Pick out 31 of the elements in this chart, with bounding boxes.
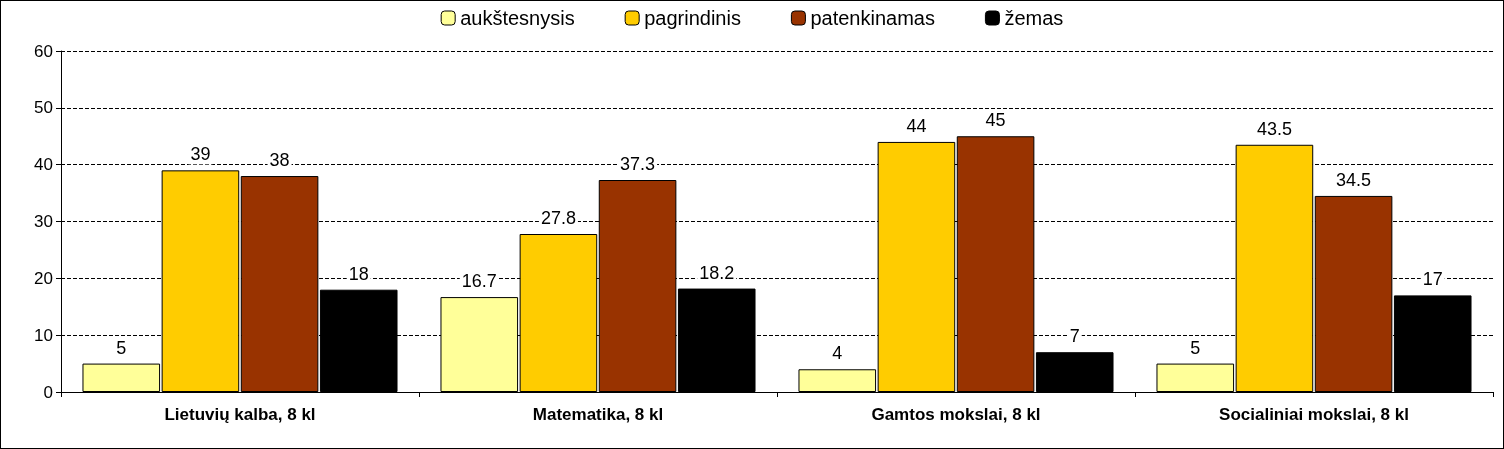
data-label: 44 bbox=[906, 115, 927, 136]
data-label: 18.2 bbox=[699, 262, 735, 283]
data-label: 34.5 bbox=[1336, 169, 1372, 190]
y-tick-label: 30 bbox=[34, 212, 53, 231]
data-label: 38 bbox=[269, 150, 290, 171]
legend-label: patenkinamas bbox=[810, 7, 935, 29]
legend-label: pagrindinis bbox=[644, 7, 741, 29]
y-tick-label: 0 bbox=[43, 382, 53, 402]
legend-label: aukštesnysis bbox=[460, 7, 575, 29]
data-label: 5 bbox=[116, 337, 127, 358]
x-tick-label: Socialiniai mokslai, 8 kl bbox=[1219, 405, 1409, 424]
data-label: 27.8 bbox=[540, 208, 576, 228]
data-label: 5 bbox=[1190, 337, 1201, 358]
legend-label: žemas bbox=[1004, 7, 1064, 29]
x-tick-label: Lietuvių kalba, 8 kl bbox=[164, 405, 316, 424]
y-tick-label: 40 bbox=[34, 155, 53, 175]
data-label: 45 bbox=[985, 110, 1006, 131]
x-tick-label: Matematika, 8 kl bbox=[532, 405, 664, 424]
y-tick-label: 20 bbox=[34, 268, 53, 288]
data-label: 43.5 bbox=[1256, 118, 1292, 139]
data-label: 39 bbox=[190, 144, 211, 165]
x-tick-label: Gamtos mokslai, 8 kl bbox=[871, 405, 1041, 424]
data-label: 18 bbox=[348, 263, 369, 284]
data-label: 4 bbox=[832, 343, 843, 364]
data-label: 16.7 bbox=[461, 271, 497, 292]
y-tick-label: 10 bbox=[34, 325, 53, 345]
data-label: 37.3 bbox=[620, 154, 656, 175]
data-label: 7 bbox=[1069, 326, 1080, 347]
y-tick-label: 60 bbox=[34, 41, 53, 61]
y-tick-label: 50 bbox=[34, 98, 53, 118]
data-label: 17 bbox=[1422, 269, 1443, 290]
